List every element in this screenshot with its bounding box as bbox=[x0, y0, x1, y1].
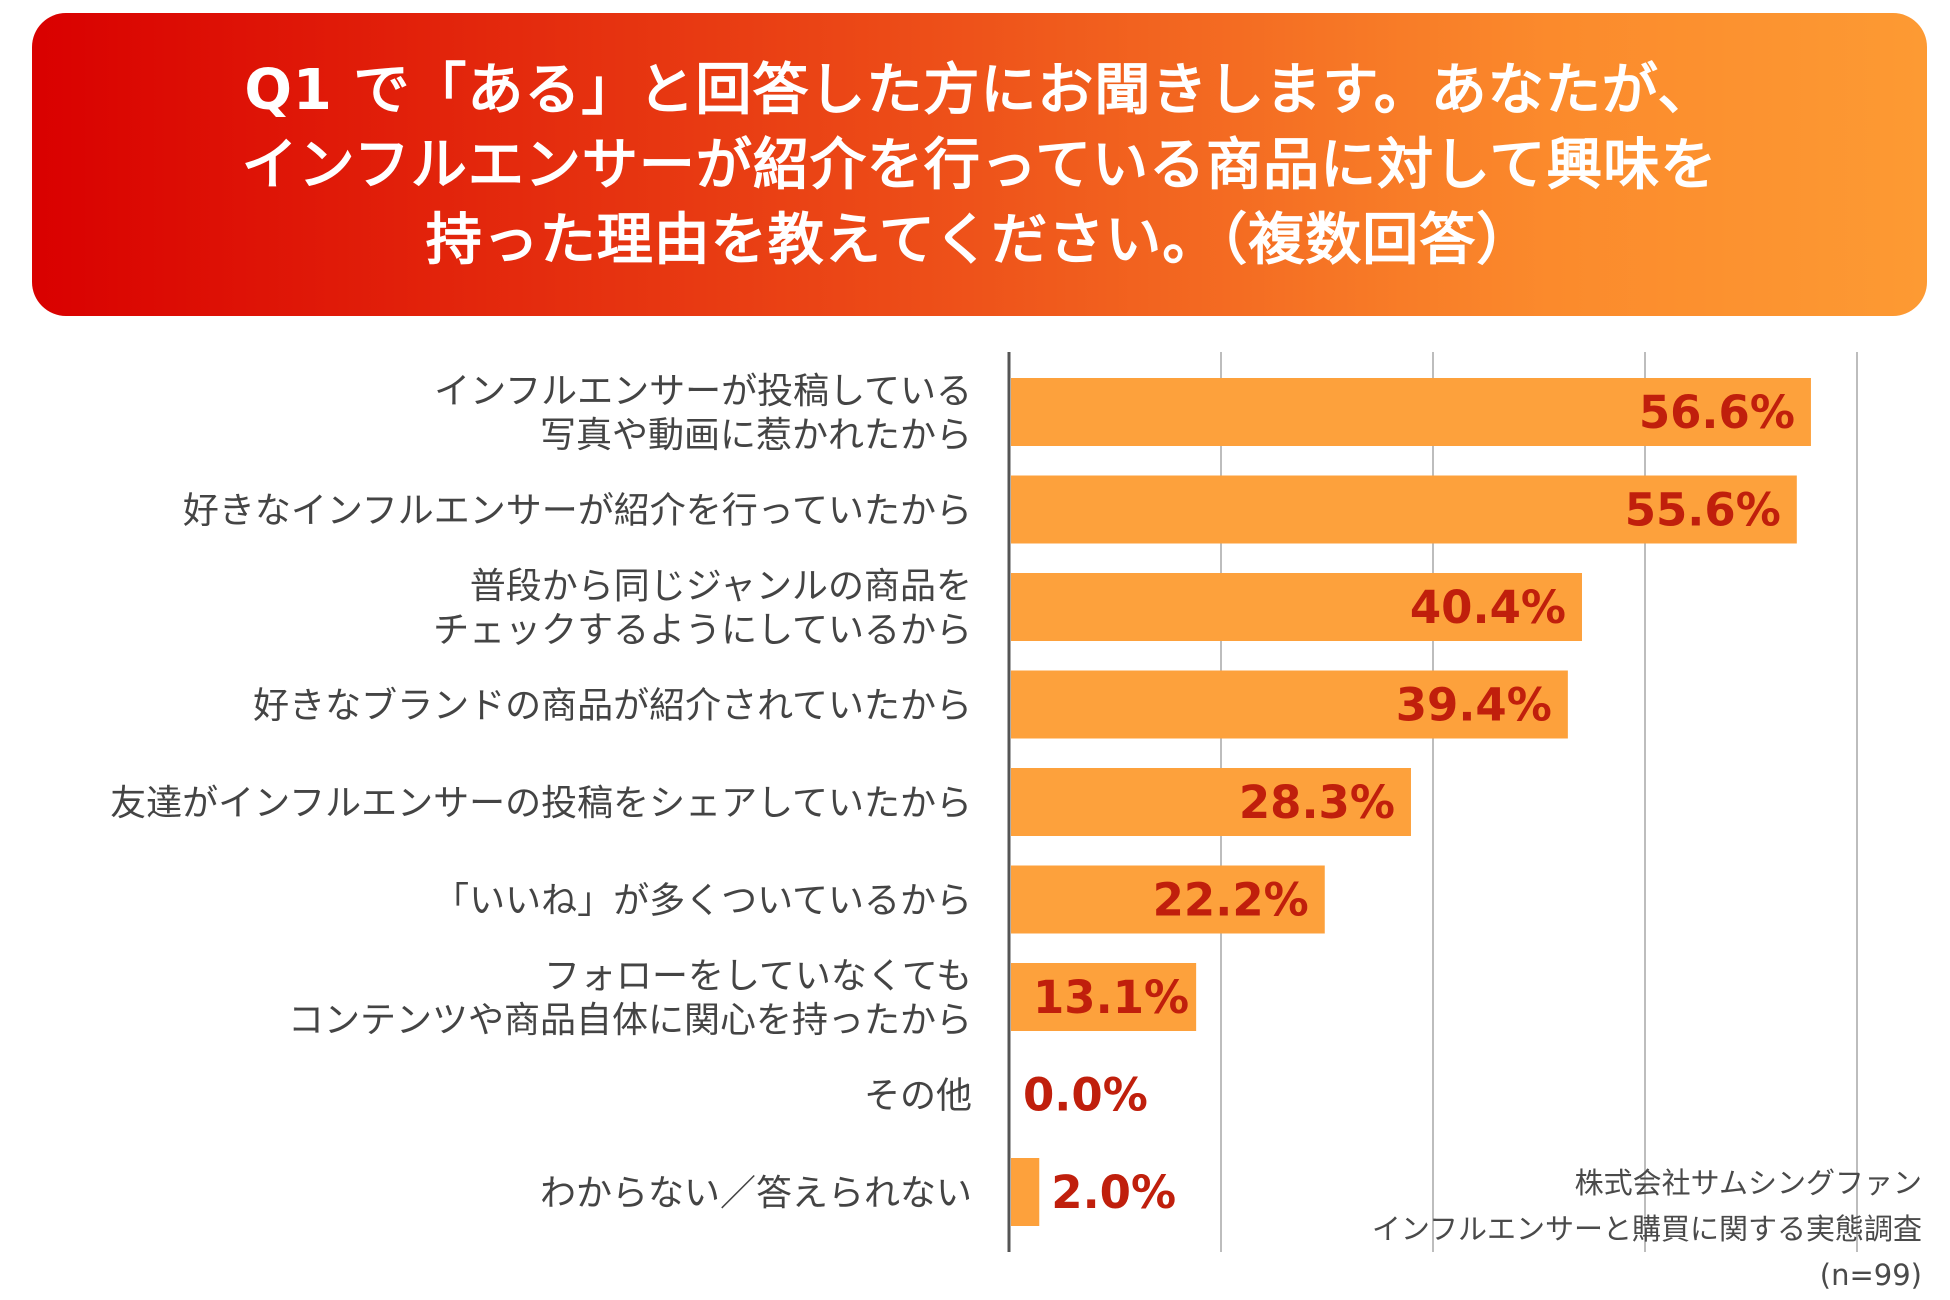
bar-5 bbox=[1011, 768, 1411, 836]
category-label-4: 好きなブランドの商品が紹介されていたから bbox=[253, 686, 972, 727]
value-label-2: 55.6% bbox=[1625, 484, 1781, 537]
value-label-7: 13.1% bbox=[1033, 971, 1189, 1024]
category-label-9: わからない／答えられない bbox=[540, 1173, 972, 1214]
question-banner: Q1 で「ある」と回答した方にお聞きします。あなたが、 インフルエンサーが紹介を… bbox=[32, 13, 1927, 316]
category-label-7-line-1: フォローをしていなくても bbox=[544, 956, 972, 997]
category-label-1-line-1: インフルエンサーが投稿している bbox=[434, 371, 972, 412]
bar-2 bbox=[1011, 475, 1797, 544]
bar-1 bbox=[1011, 378, 1811, 446]
question-line-3: 持った理由を教えてください。（複数回答） bbox=[425, 208, 1534, 273]
category-label-5: 友達がインフルエンサーの投稿をシェアしていたから bbox=[110, 783, 972, 824]
value-label-1: 56.6% bbox=[1639, 386, 1795, 439]
sample-size: (n=99) bbox=[1819, 1258, 1922, 1292]
value-label-8: 0.0% bbox=[1023, 1069, 1148, 1122]
value-label-3: 40.4% bbox=[1410, 581, 1566, 634]
value-label-5: 28.3% bbox=[1239, 776, 1395, 829]
bar-6 bbox=[1011, 865, 1325, 934]
bar-4 bbox=[1011, 670, 1568, 739]
bar-3 bbox=[1011, 573, 1582, 641]
value-label-4: 39.4% bbox=[1396, 679, 1552, 732]
bar-7 bbox=[1011, 963, 1197, 1031]
bar-9 bbox=[1011, 1158, 1040, 1226]
value-label-9: 2.0% bbox=[1051, 1166, 1176, 1219]
source-company: 株式会社サムシングファン bbox=[1574, 1166, 1922, 1200]
question-line-2: インフルエンサーが紹介を行っている商品に対して興味を bbox=[241, 133, 1718, 198]
question-line-1: Q1 で「ある」と回答した方にお聞きします。あなたが、 bbox=[244, 58, 1715, 123]
value-label-6: 22.2% bbox=[1153, 874, 1309, 927]
source-note: 株式会社サムシングファン インフルエンサーと購買に関する実態調査 (n=99) bbox=[1372, 1160, 1922, 1298]
category-label-3-line-2: チェックするようにしているから bbox=[433, 610, 972, 651]
category-label-1-line-2: 写真や動画に惹かれたから bbox=[540, 415, 972, 456]
category-label-7-line-2: コンテンツや商品自体に関心を持ったから bbox=[288, 1000, 972, 1041]
category-label-3-line-1: 普段から同じジャンルの商品を bbox=[470, 566, 972, 607]
category-label-2: 好きなインフルエンサーが紹介を行っていたから bbox=[183, 491, 972, 532]
category-label-8: その他 bbox=[864, 1076, 972, 1117]
source-survey: インフルエンサーと購買に関する実態調査 bbox=[1371, 1212, 1922, 1246]
category-label-6: 「いいね」が多くついているから bbox=[433, 881, 972, 922]
